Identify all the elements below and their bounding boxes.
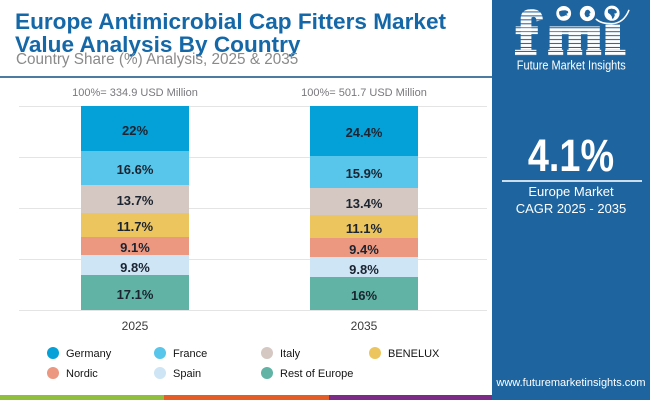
svg-text:Future Market Insights: Future Market Insights (517, 59, 626, 73)
